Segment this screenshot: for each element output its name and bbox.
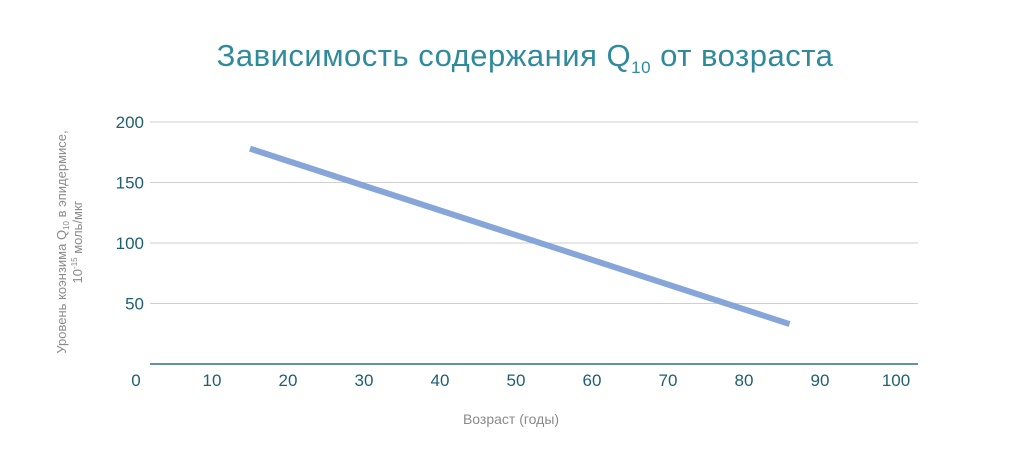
y-axis-ticks: 50 100 150 200	[116, 113, 144, 314]
x-tick-label: 40	[431, 371, 450, 390]
x-tick-label: 60	[583, 371, 602, 390]
y-tick-label: 150	[116, 174, 144, 193]
series-layer	[249, 145, 791, 327]
x-tick-label: 90	[811, 371, 830, 390]
series-line	[249, 145, 791, 327]
gridlines	[150, 121, 918, 304]
x-tick-label: 0	[131, 371, 140, 390]
x-tick-label: 50	[507, 371, 526, 390]
x-tick-label: 100	[882, 371, 910, 390]
x-tick-label: 80	[735, 371, 754, 390]
y-tick-label: 100	[116, 234, 144, 253]
x-tick-label: 30	[355, 371, 374, 390]
y-axis-label-line2: 10-15 моль/мкг	[70, 200, 85, 283]
y-tick-label: 50	[125, 295, 144, 314]
x-axis-ticks: 0 10 20 30 40 50 60 70 80 90 100	[131, 371, 910, 390]
x-axis-label: Возраст (годы)	[463, 411, 559, 427]
chart-title: Зависимость содержания Q10 от возраста	[217, 38, 834, 77]
y-axis-label-line1: Уровень коэнзима Q10 в эпидермисе,	[54, 130, 71, 353]
y-tick-label: 200	[116, 113, 144, 132]
y-axis-label: Уровень коэнзима Q10 в эпидермисе, 10-15…	[54, 130, 85, 353]
x-tick-label: 10	[203, 371, 222, 390]
x-tick-label: 70	[659, 371, 678, 390]
x-tick-label: 20	[279, 371, 298, 390]
